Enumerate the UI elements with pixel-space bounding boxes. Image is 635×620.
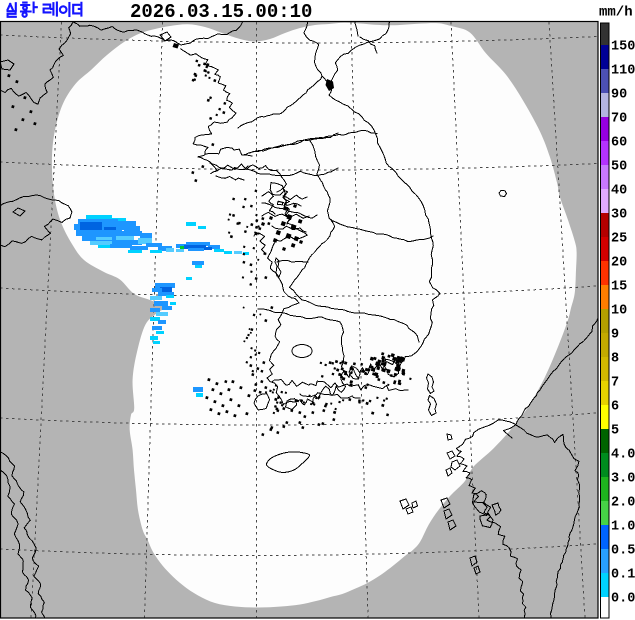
svg-text:7: 7 [611, 376, 619, 391]
svg-text:40: 40 [611, 184, 627, 199]
svg-text:60: 60 [611, 136, 627, 151]
svg-text:4.0: 4.0 [611, 448, 635, 463]
svg-text:6: 6 [611, 400, 619, 415]
svg-text:50: 50 [611, 160, 627, 175]
svg-text:2.0: 2.0 [611, 496, 635, 511]
svg-text:0.0: 0.0 [611, 592, 635, 607]
svg-text:8: 8 [611, 352, 619, 367]
svg-text:1.0: 1.0 [611, 520, 635, 535]
svg-text:mm/h: mm/h [599, 5, 633, 21]
svg-text:2026.03.15.00:10: 2026.03.15.00:10 [130, 1, 312, 23]
svg-text:3.0: 3.0 [611, 472, 635, 487]
svg-text:30: 30 [611, 208, 627, 223]
svg-text:25: 25 [611, 232, 627, 247]
svg-text:10: 10 [611, 304, 627, 319]
svg-text:70: 70 [611, 112, 627, 127]
svg-text:150: 150 [611, 40, 635, 55]
svg-text:90: 90 [611, 88, 627, 103]
svg-text:0.1: 0.1 [611, 568, 635, 583]
svg-text:20: 20 [611, 256, 627, 271]
svg-text:15: 15 [611, 280, 627, 295]
svg-text:9: 9 [611, 328, 619, 343]
svg-text:110: 110 [611, 64, 635, 79]
svg-text:0.5: 0.5 [611, 544, 635, 559]
svg-text:5: 5 [611, 424, 619, 439]
